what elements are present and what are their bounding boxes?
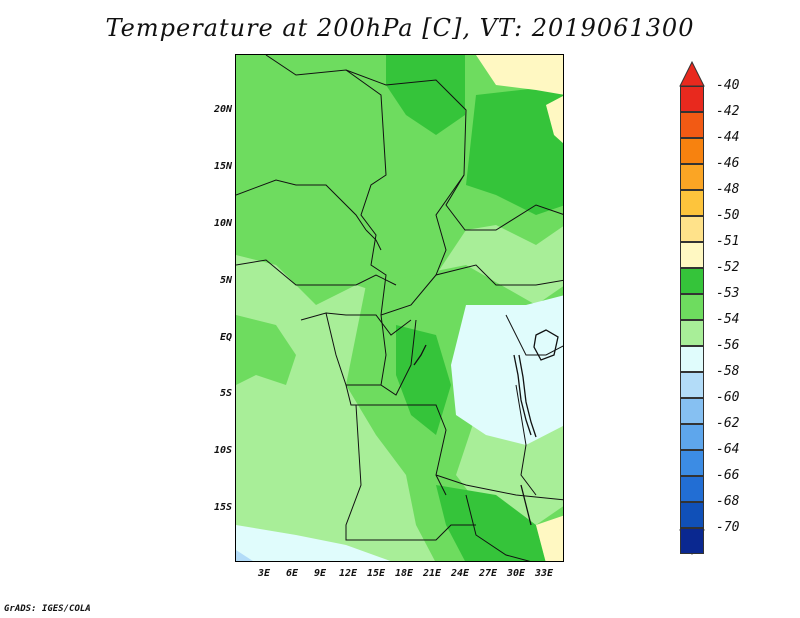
colorbar-label: -58 [716, 364, 740, 379]
field-51-corner [476, 55, 563, 95]
lon-label: 9E [313, 568, 327, 579]
colorbar-label: -56 [716, 338, 740, 353]
field-52-ne [386, 55, 465, 135]
lon-label: 30E [506, 568, 526, 579]
colorbar-label: -40 [716, 78, 740, 93]
lat-label: 15S [213, 502, 232, 513]
credit-label: GrADS: IGES/COLA [4, 604, 91, 614]
colorbar-swatch [680, 216, 704, 242]
colorbar-swatch [680, 190, 704, 216]
colorbar-swatch [680, 424, 704, 450]
colorbar-swatch [680, 242, 704, 268]
lat-label: 15N [213, 161, 232, 172]
colorbar-label: -62 [716, 416, 740, 431]
lon-label: 15E [366, 568, 386, 579]
map-title: Temperature at 200hPa [C], VT: 201906130… [105, 14, 695, 42]
colorbar-swatch [680, 346, 704, 372]
colorbar-label: -44 [716, 130, 740, 145]
lon-label: 18E [394, 568, 414, 579]
colorbar-swatch [680, 138, 704, 164]
colorbar-swatch [680, 294, 704, 320]
colorbar-label: -48 [716, 182, 740, 197]
lat-label: 10N [213, 218, 232, 229]
lat-label: 5S [219, 388, 232, 399]
colorbar-label: -66 [716, 468, 740, 483]
field-51-edge [546, 96, 563, 144]
colorbar-label: -42 [716, 104, 740, 119]
colorbar-swatch [680, 164, 704, 190]
field-53-west [236, 315, 296, 385]
lat-label: 20N [213, 104, 232, 115]
temperature-field [236, 55, 563, 561]
colorbar-label: -64 [716, 442, 740, 457]
colorbar-label: -46 [716, 156, 740, 171]
colorbar-label: -51 [716, 234, 740, 249]
lat-label: 5N [219, 275, 232, 286]
colorbar-swatch [680, 112, 704, 138]
colorbar-label: -53 [716, 286, 740, 301]
colorbar-swatch [680, 86, 704, 112]
lon-label: 12E [338, 568, 358, 579]
field-54-south [236, 525, 391, 561]
lon-label: 6E [285, 568, 299, 579]
lon-label: 27E [478, 568, 498, 579]
lat-label: 10S [213, 445, 232, 456]
field-52-south [436, 485, 546, 561]
colorbar-label: -50 [716, 208, 740, 223]
field-51-south [536, 515, 563, 561]
colorbar-top-cap [679, 60, 705, 87]
colorbar-swatch [680, 372, 704, 398]
field-54-east [451, 295, 563, 445]
lakes [413, 329, 559, 526]
lon-label: 24E [450, 568, 470, 579]
colorbar-swatch [680, 528, 704, 554]
map-panel [235, 54, 564, 562]
colorbar-swatch [680, 476, 704, 502]
colorbar-swatch [680, 450, 704, 476]
lat-label: EQ [219, 332, 232, 343]
colorbar-swatch [680, 398, 704, 424]
colorbar-label: -68 [716, 494, 740, 509]
colorbar-label: -60 [716, 390, 740, 405]
colorbar-swatch [680, 268, 704, 294]
borders [236, 55, 563, 561]
colorbar-label: -54 [716, 312, 740, 327]
colorbar-swatch [680, 502, 704, 528]
lon-label: 3E [257, 568, 271, 579]
field-52-east [466, 85, 563, 215]
colorbar-label: -70 [716, 520, 740, 535]
lon-label: 33E [534, 568, 554, 579]
lon-label: 21E [422, 568, 442, 579]
colorbar-swatch [680, 320, 704, 346]
colorbar-label: -52 [716, 260, 740, 275]
